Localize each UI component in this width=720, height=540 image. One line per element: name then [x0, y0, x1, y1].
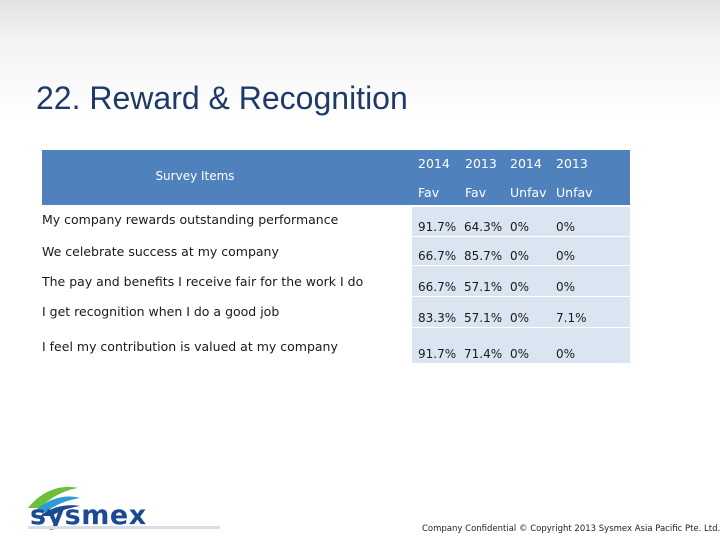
table-cell: 0% — [510, 311, 530, 325]
table-cell: 0% — [556, 220, 576, 234]
table-row-label: I get recognition when I do a good job — [42, 304, 280, 319]
header-type: Fav — [418, 185, 440, 200]
table-cell: 0% — [510, 280, 530, 294]
header-year: 2014 — [418, 156, 450, 171]
table-cell: 71.4% — [464, 347, 503, 361]
footer-strip — [28, 526, 220, 529]
header-type: Fav — [465, 185, 487, 200]
table-cell: 7.1% — [556, 311, 587, 325]
logo-text: sysmex — [30, 500, 147, 531]
table-cell: 57.1% — [464, 311, 503, 325]
table-row: 66.7% 85.7% 0% 0% — [412, 236, 630, 266]
table-row-label: The pay and benefits I receive fair for … — [42, 274, 364, 289]
table-cell: 0% — [510, 347, 530, 361]
table-cell: 66.7% — [418, 249, 457, 263]
table-row-label: We celebrate success at my company — [42, 244, 279, 259]
table-row: 83.3% 57.1% 0% 7.1% — [412, 296, 630, 328]
table-cell: 91.7% — [418, 347, 457, 361]
header-year: 2013 — [556, 156, 588, 171]
table-row: 91.7% 71.4% 0% 0% — [412, 327, 630, 363]
table-row: 66.7% 57.1% 0% 0% — [412, 265, 630, 297]
header-label: Survey Items — [155, 168, 235, 183]
table-cell: 83.3% — [418, 311, 457, 325]
table-row-label: My company rewards outstanding performan… — [42, 212, 339, 227]
table-cell: 85.7% — [464, 249, 503, 263]
slide-title: 22. Reward & Recognition — [36, 80, 408, 116]
table-header-col-2: 2013 Fav — [458, 150, 504, 205]
copyright-text: Company Confidential © Copyright 2013 Sy… — [422, 524, 720, 534]
table-row: 91.7% 64.3% 0% 0% — [412, 206, 630, 237]
table-cell: 0% — [556, 249, 576, 263]
table-cell: 57.1% — [464, 280, 503, 294]
header-type: Unfav — [510, 185, 547, 200]
header-type: Unfav — [556, 185, 593, 200]
table-header-col-4: 2013 Unfav — [550, 150, 630, 205]
table-cell: 66.7% — [418, 280, 457, 294]
header-year: 2014 — [510, 156, 542, 171]
table-cell: 64.3% — [464, 220, 503, 234]
table-row-label: I feel my contribution is valued at my c… — [42, 339, 338, 354]
table-cell: 0% — [510, 249, 530, 263]
table-cell: 91.7% — [418, 220, 457, 234]
table-header-survey-items: Survey Items — [42, 150, 412, 205]
header-year: 2013 — [465, 156, 497, 171]
table-header-col-1: 2014 Fav — [412, 150, 458, 205]
table-cell: 0% — [510, 220, 530, 234]
table-cell: 0% — [556, 280, 576, 294]
sysmex-logo-icon — [28, 486, 80, 516]
table-cell: 0% — [556, 347, 576, 361]
table-header-col-3: 2014 Unfav — [504, 150, 550, 205]
